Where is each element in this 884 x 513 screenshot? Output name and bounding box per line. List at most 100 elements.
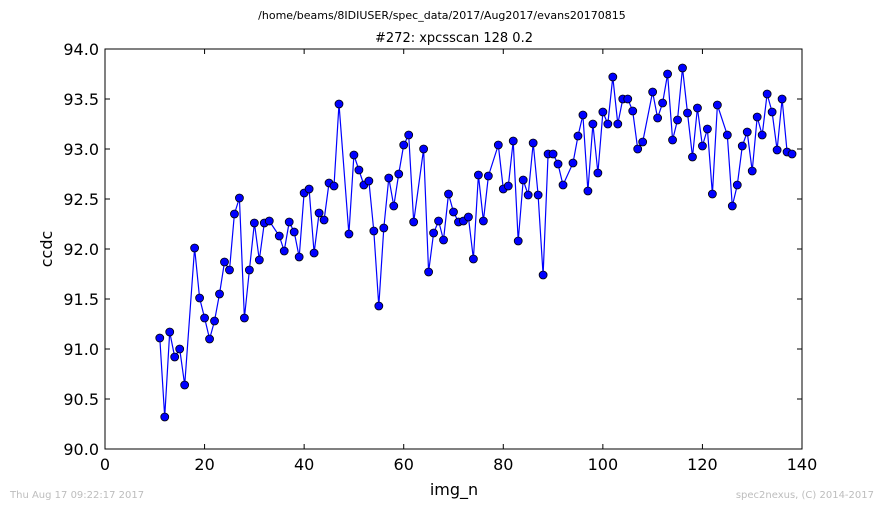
chart-title: #272: xpcsscan 128 0.2	[375, 31, 533, 46]
x-tick-label: 60	[394, 455, 414, 474]
data-point	[742, 127, 752, 137]
data-point	[349, 150, 359, 160]
data-point	[668, 135, 677, 145]
data-point	[508, 136, 518, 146]
data-point	[329, 181, 339, 191]
x-tick-label: 100	[588, 455, 619, 474]
data-point	[254, 255, 264, 265]
data-point	[658, 98, 667, 108]
data-point	[767, 107, 777, 117]
data-point	[404, 130, 414, 140]
y-tick-label: 92.5	[63, 190, 99, 209]
data-point	[309, 248, 319, 258]
x-tick-label: 80	[493, 455, 513, 474]
data-point	[205, 334, 214, 344]
data-point	[319, 215, 329, 225]
data-point	[737, 141, 747, 151]
data-point	[772, 145, 782, 155]
data-point	[548, 149, 558, 159]
data-point	[732, 180, 742, 190]
y-tick-label: 93.5	[63, 90, 99, 109]
data-point	[707, 189, 717, 199]
data-point	[623, 94, 633, 104]
data-point	[170, 352, 180, 362]
data-point	[703, 124, 712, 134]
data-point	[225, 265, 234, 275]
data-point	[568, 158, 578, 168]
data-point	[190, 243, 200, 253]
data-point	[688, 152, 697, 162]
data-point	[752, 112, 762, 122]
data-point	[558, 180, 568, 190]
data-point	[274, 231, 284, 241]
x-tick-label: 120	[687, 455, 718, 474]
data-point	[483, 171, 493, 181]
data-point	[200, 313, 209, 323]
data-point	[523, 190, 533, 200]
data-point	[249, 218, 259, 228]
data-point	[374, 301, 384, 311]
data-point	[663, 69, 672, 79]
data-point	[633, 144, 643, 154]
data-point	[304, 184, 314, 194]
y-tick-label: 90.5	[63, 390, 99, 409]
x-axis-label: img_n	[430, 480, 478, 500]
data-point	[473, 170, 483, 180]
plot-area: 0 20 40 60 80 100 120 140 90.0 90.5 91.0 91.5 92.0 92…	[63, 40, 817, 474]
data-point	[787, 149, 797, 159]
data-point	[528, 138, 538, 148]
data-point	[449, 207, 458, 217]
data-point	[608, 72, 618, 82]
data-point	[722, 130, 732, 140]
data-point	[394, 169, 404, 179]
data-point	[777, 94, 787, 104]
data-point	[678, 63, 687, 73]
data-point	[244, 265, 254, 275]
footer-timestamp: Thu Aug 17 09:22:17 2017	[9, 490, 144, 501]
data-point	[210, 316, 219, 326]
data-point	[638, 137, 648, 147]
data-point	[334, 99, 344, 109]
x-tick-label: 20	[194, 455, 214, 474]
data-point	[757, 130, 767, 140]
data-point	[464, 212, 473, 222]
y-tick-label: 90.0	[63, 440, 99, 459]
data-point	[493, 140, 503, 150]
data-point	[230, 209, 239, 219]
y-tick-label: 93.0	[63, 140, 99, 159]
data-point	[314, 208, 324, 218]
data-point	[195, 293, 204, 303]
data-point	[264, 216, 274, 226]
data-point	[583, 186, 593, 196]
data-point	[603, 119, 613, 129]
x-tick-label: 140	[787, 455, 818, 474]
data-point	[424, 267, 434, 277]
data-point	[220, 257, 229, 267]
data-point	[369, 226, 379, 236]
chart-suptitle: /home/beams/8IDIUSER/spec_data/2017/Aug2…	[258, 9, 626, 22]
data-point	[239, 313, 249, 323]
data-point	[235, 193, 244, 203]
data-point	[712, 100, 722, 110]
data-point	[553, 159, 563, 169]
data-point	[364, 176, 374, 186]
data-point	[444, 189, 453, 199]
footer-credit: spec2nexus, (C) 2014-2017	[736, 490, 874, 501]
data-point	[354, 165, 364, 175]
data-point	[165, 327, 175, 337]
data-point	[289, 227, 299, 237]
data-point	[279, 246, 289, 256]
data-point	[215, 289, 224, 299]
data-point	[518, 175, 528, 185]
data-point	[439, 235, 448, 245]
data-point	[648, 87, 658, 97]
data-point	[747, 166, 757, 176]
y-tick-label: 94.0	[63, 40, 99, 59]
y-tick-label: 91.5	[63, 290, 99, 309]
data-point	[628, 106, 638, 116]
data-point	[573, 131, 583, 141]
data-point	[588, 119, 598, 129]
data-point	[344, 229, 354, 239]
data-point	[613, 119, 623, 129]
